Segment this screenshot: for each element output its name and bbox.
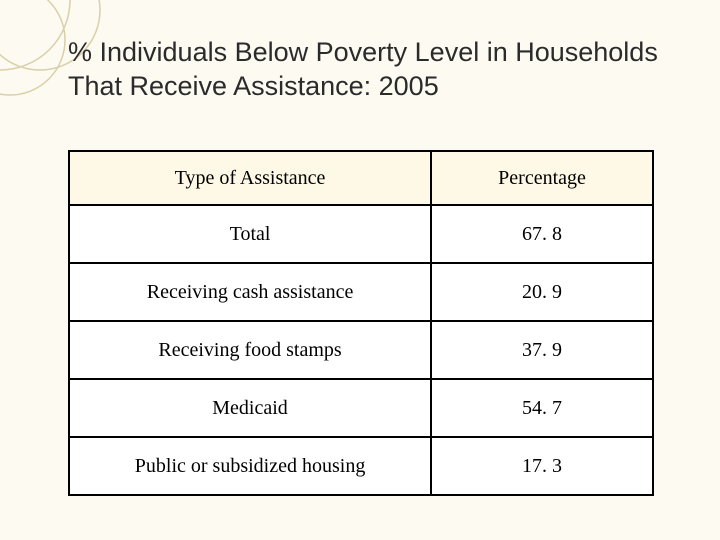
cell-type: Medicaid [69,379,431,437]
table-row: Receiving cash assistance 20. 9 [69,263,653,321]
table-row: Medicaid 54. 7 [69,379,653,437]
cell-type: Receiving food stamps [69,321,431,379]
cell-pct: 37. 9 [431,321,653,379]
table-row: Public or subsidized housing 17. 3 [69,437,653,495]
cell-pct: 67. 8 [431,205,653,263]
col-header-type: Type of Assistance [69,151,431,205]
col-header-percentage: Percentage [431,151,653,205]
cell-type: Public or subsidized housing [69,437,431,495]
assistance-table: Type of Assistance Percentage Total 67. … [68,150,654,496]
cell-pct: 54. 7 [431,379,653,437]
table-row: Total 67. 8 [69,205,653,263]
cell-pct: 17. 3 [431,437,653,495]
slide-title: % Individuals Below Poverty Level in Hou… [68,36,680,104]
cell-pct: 20. 9 [431,263,653,321]
data-table: Type of Assistance Percentage Total 67. … [68,150,654,496]
table-row: Receiving food stamps 37. 9 [69,321,653,379]
table-header-row: Type of Assistance Percentage [69,151,653,205]
cell-type: Receiving cash assistance [69,263,431,321]
cell-type: Total [69,205,431,263]
